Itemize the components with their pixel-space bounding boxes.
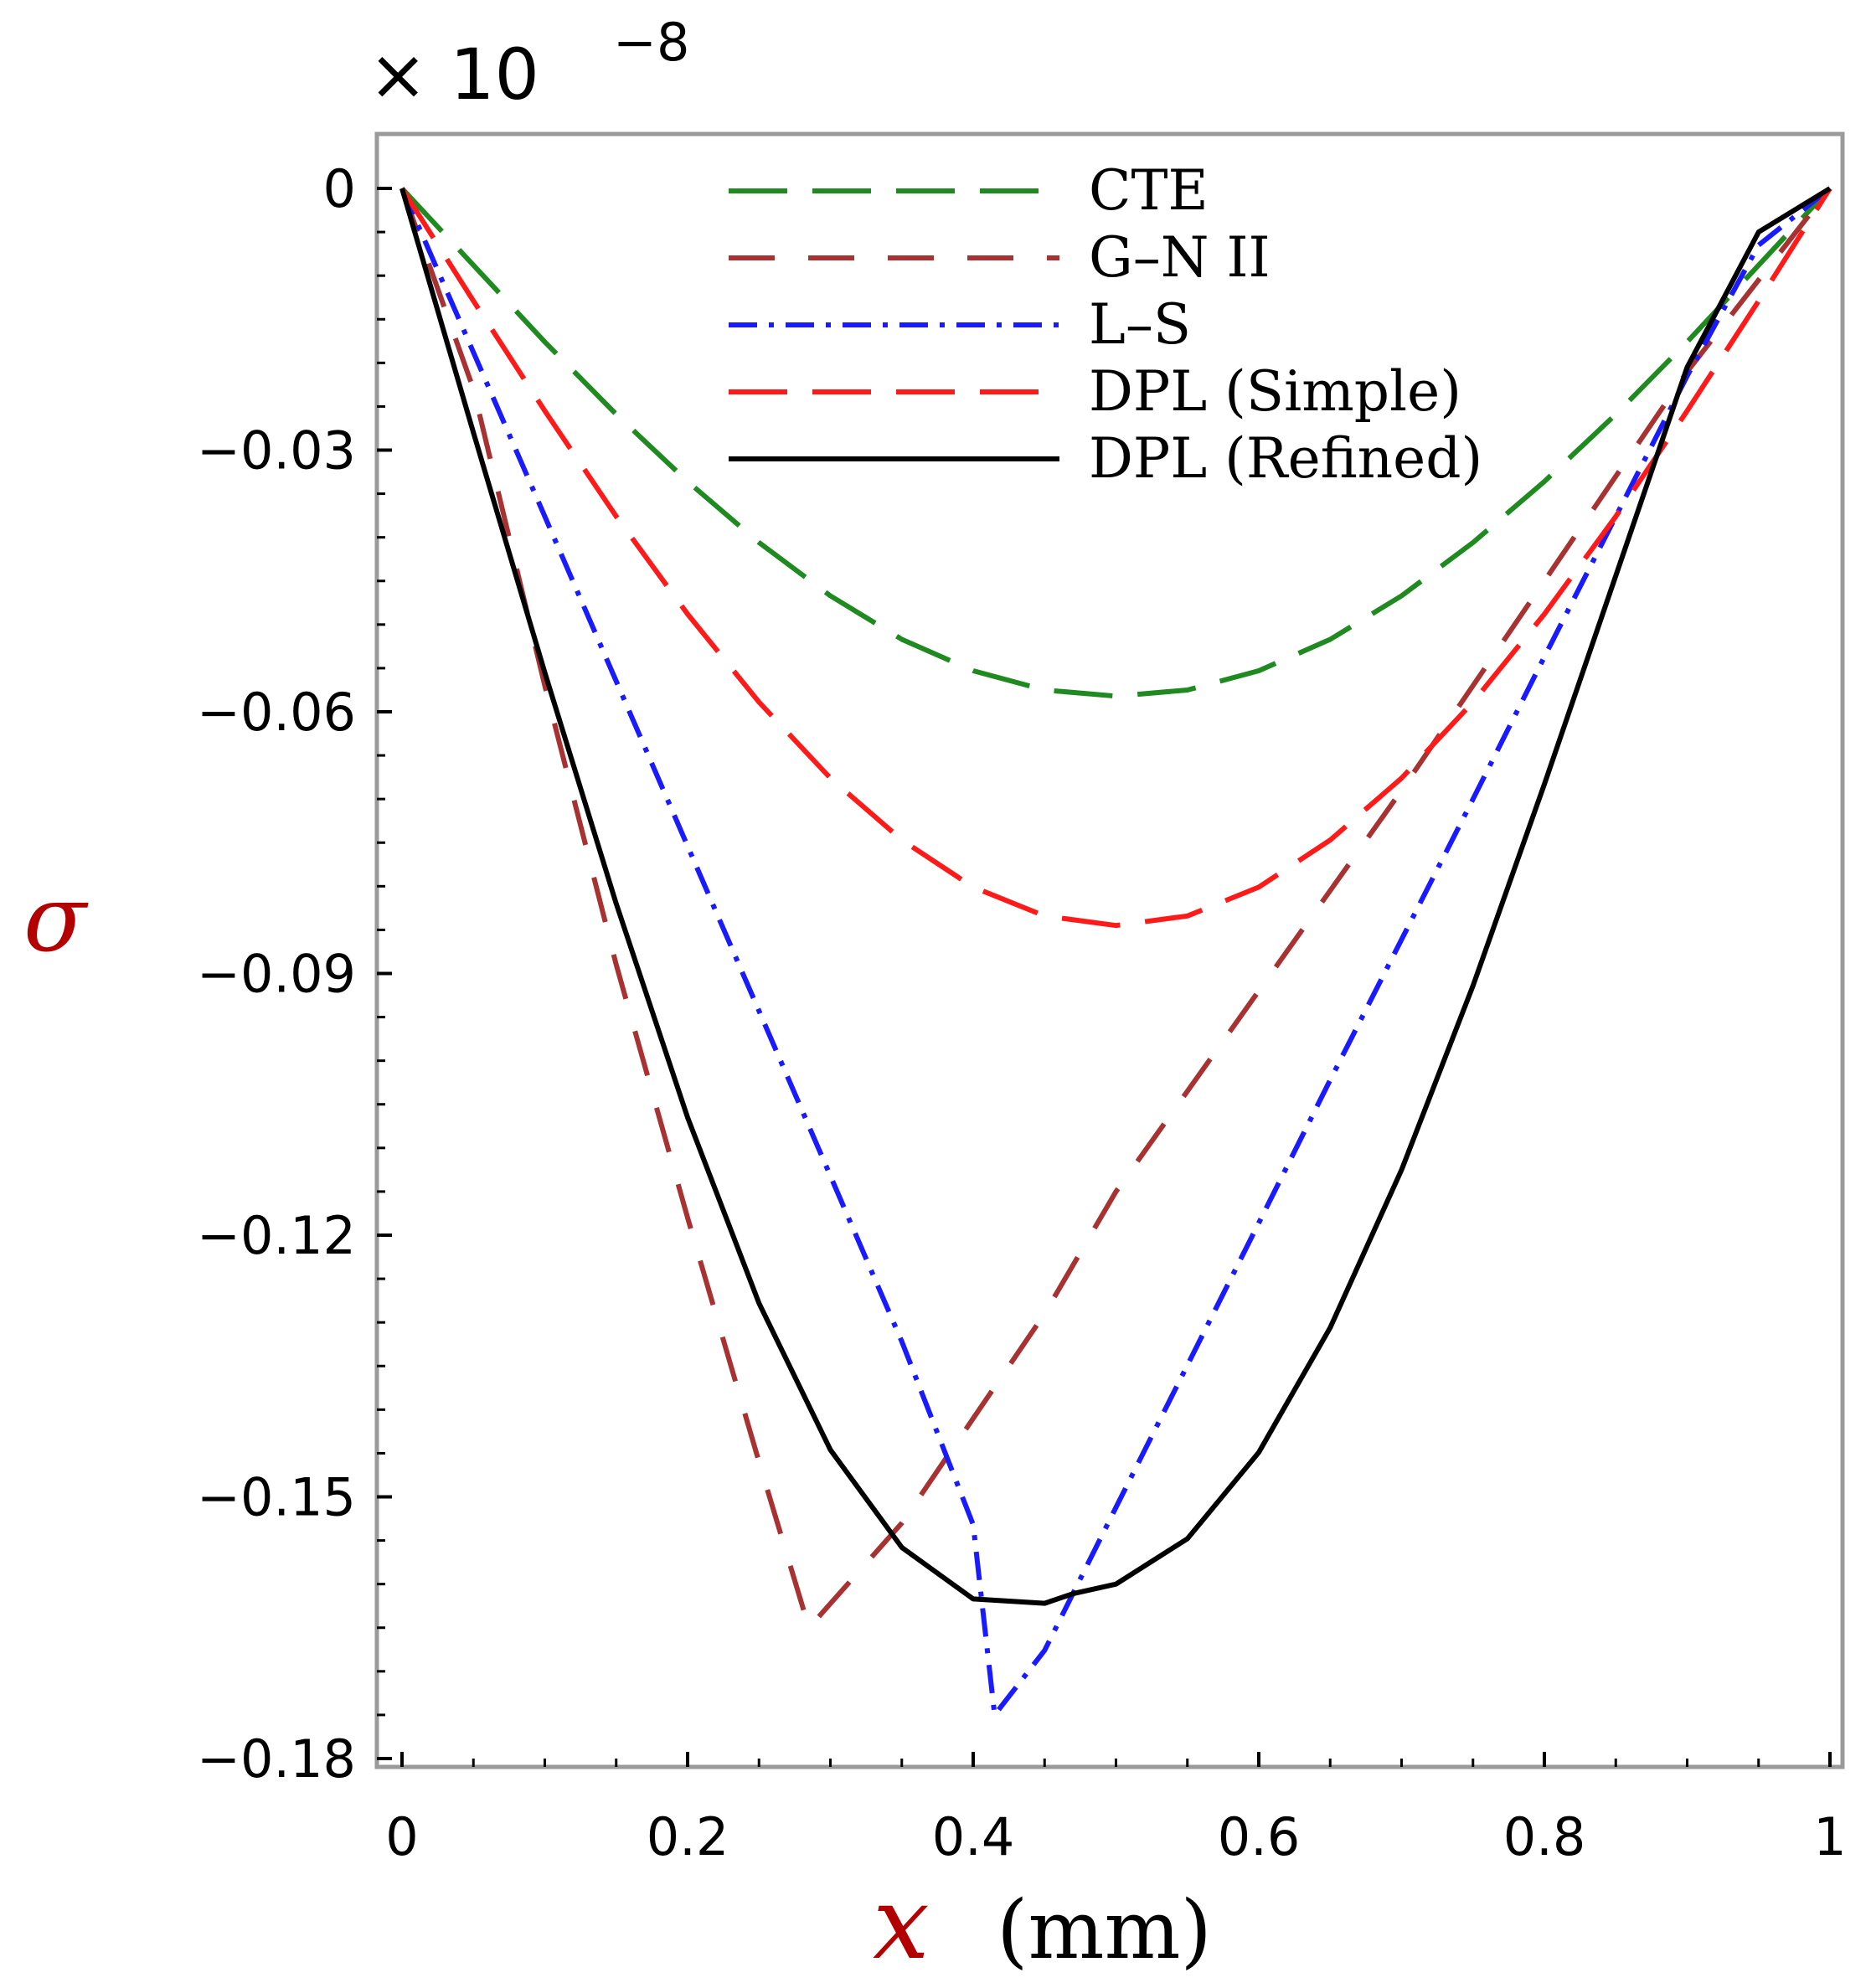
exponent-base: × 10 [369, 33, 539, 116]
y-tick-label: −0.12 [197, 1205, 356, 1266]
x-axis-symbol: x [873, 1866, 930, 1982]
x-tick-label: 0.6 [1218, 1806, 1301, 1867]
legend-label: L–S [1089, 292, 1191, 357]
y-axis-exponent: × 10 −8 [369, 12, 689, 116]
x-tick-label: 0.4 [932, 1806, 1015, 1867]
x-tick-label: 1 [1813, 1806, 1846, 1867]
x-tick-label: 0.2 [647, 1806, 729, 1867]
series-line-dpl-simple- [399, 187, 1832, 929]
x-tick-label: 0.8 [1503, 1806, 1586, 1867]
plot-border [374, 131, 1845, 1769]
plot-area [374, 131, 1845, 1769]
y-tick-label: −0.18 [197, 1728, 356, 1790]
series-line-dpl-refined- [399, 186, 1832, 1606]
x-axis-title: x (mm) [873, 1866, 1212, 1982]
legend-label: DPL (Simple) [1089, 359, 1461, 424]
y-tick-label: −0.06 [197, 682, 356, 743]
y-tick-label: −0.15 [197, 1467, 356, 1528]
y-tick-label: −0.03 [197, 420, 356, 482]
legend-label: CTE [1089, 158, 1209, 223]
y-axis-title: σ [23, 865, 89, 972]
x-axis-unit: (mm) [997, 1883, 1212, 1977]
legend-label: G–N II [1089, 225, 1271, 290]
series-line-g-n-ii [399, 187, 1832, 1630]
y-axis: 0 −0.03 −0.06 −0.09 −0.12 −0.15 −0.18 [197, 158, 392, 1790]
legend-label: DPL (Refined) [1089, 426, 1482, 491]
exponent-power: −8 [613, 12, 689, 73]
y-tick-label: 0 [323, 158, 356, 219]
series-line-cte [399, 186, 1832, 699]
y-tick-label: −0.09 [197, 944, 356, 1005]
x-tick-label: 0 [385, 1806, 418, 1867]
series-layer [399, 186, 1832, 1718]
series-line-l-s [399, 186, 1832, 1718]
y-axis-symbol: σ [23, 865, 89, 972]
x-axis: 0 0.2 0.4 0.6 0.8 1 [385, 1752, 1847, 1867]
